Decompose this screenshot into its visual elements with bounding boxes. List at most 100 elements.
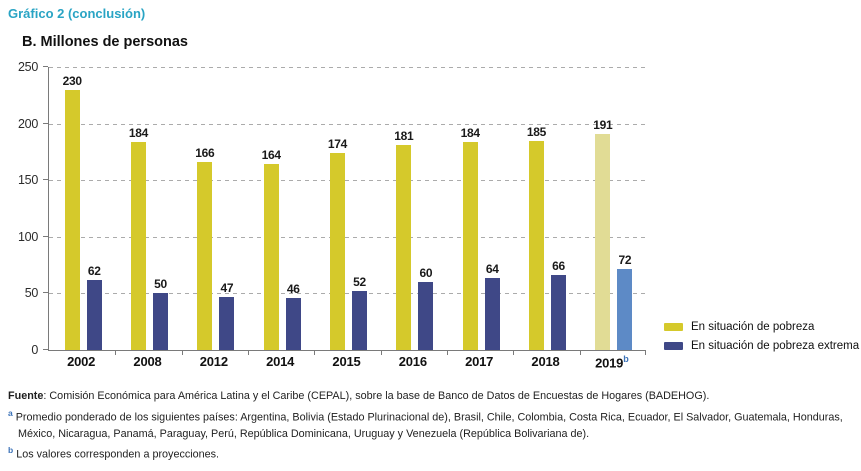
bar-column: 46 <box>285 281 301 350</box>
x-axis-tick-label: 2016 <box>398 354 427 369</box>
y-axis-tick-label: 50 <box>24 286 39 301</box>
panel-title: B. Millones de personas <box>22 34 188 50</box>
y-axis-tick <box>43 179 48 181</box>
x-axis-tick-label: 2014 <box>266 354 295 369</box>
bar-value-label: 184 <box>460 125 480 140</box>
bar-group: 184 64 <box>447 67 513 350</box>
bar-column: 66 <box>551 259 567 350</box>
bar <box>418 282 434 350</box>
bar-column: 191 <box>593 118 613 350</box>
source-label: Fuente <box>8 390 44 402</box>
source-note: Fuente: Comisión Económica para América … <box>8 388 853 405</box>
bar <box>263 164 279 350</box>
plot-area: 230 62 184 50 166 47 164 46 174 52 181 60 184 64 185 66… <box>43 66 647 355</box>
y-axis-tick <box>43 122 48 124</box>
bar-value-label: 164 <box>261 148 281 163</box>
x-axis-labels: 2002 2008 2012 2014 2015 2016 2017 2018 2019b <box>48 354 645 372</box>
y-axis-tick-label: 0 <box>31 343 38 357</box>
bar-column: 50 <box>153 277 169 350</box>
bar <box>595 133 611 350</box>
bar-group: 164 46 <box>248 67 314 350</box>
gridline <box>49 67 647 68</box>
x-axis-tick-label: 2015 <box>332 354 361 369</box>
y-axis-tick <box>43 292 48 294</box>
bar-group: 191 72 <box>580 67 646 350</box>
bar <box>153 293 169 350</box>
y-axis-labels: 0 50 100 150 200 250 <box>0 60 44 357</box>
bar-group: 166 47 <box>182 67 248 350</box>
bar-group: 184 50 <box>115 67 181 350</box>
bar-column: 174 <box>328 137 347 350</box>
x-axis-tick <box>248 351 249 355</box>
bar-value-label: 230 <box>62 73 82 88</box>
y-axis-tick <box>43 349 48 350</box>
y-axis-tick-label: 150 <box>18 173 38 188</box>
bar-value-label: 184 <box>128 125 149 140</box>
x-axis-tick-label: 2019b <box>595 354 629 371</box>
legend-swatch-pobreza <box>664 323 683 331</box>
legend-swatch-pobreza-extrema <box>664 342 683 350</box>
bar-value-label: 66 <box>552 259 565 274</box>
bar <box>64 89 80 350</box>
bar-column: 166 <box>195 146 215 350</box>
bar-group: 174 52 <box>314 67 380 350</box>
gridline <box>49 123 647 125</box>
x-axis-tick <box>645 351 646 355</box>
bar <box>528 140 544 350</box>
y-axis-tick <box>43 235 48 237</box>
x-axis-tick <box>447 351 448 355</box>
gridline <box>49 236 647 238</box>
y-axis-tick <box>43 66 48 67</box>
bar-column: 62 <box>86 263 102 350</box>
bar-column: 47 <box>219 280 235 350</box>
x-axis-tick <box>513 351 515 355</box>
footnote-b-text: Los valores corresponden a proyecciones. <box>16 448 220 461</box>
bar <box>219 296 235 350</box>
bar <box>329 153 345 350</box>
bar-value-label: 46 <box>286 281 300 296</box>
bar-column: 52 <box>352 275 368 350</box>
source-text: : Comisión Económica para América Latina… <box>43 390 710 402</box>
bar-value-label: 166 <box>195 146 215 161</box>
bar <box>352 291 368 350</box>
footnotes: Fuente: Comisión Económica para América … <box>8 388 853 463</box>
footnote-a-marker: a <box>8 407 13 418</box>
footnote-a: a Promedio ponderado de los siguientes p… <box>8 405 853 443</box>
bar-column: 230 <box>63 74 82 350</box>
bar <box>617 268 633 350</box>
bar-value-label: 181 <box>394 129 414 144</box>
bar-column: 184 <box>129 126 148 350</box>
bar <box>551 275 567 350</box>
legend-label: En situación de pobreza <box>691 321 815 333</box>
x-axis-tick-label: 2002 <box>67 354 96 369</box>
legend-label: En situación de pobreza extrema <box>691 340 860 352</box>
bar <box>130 141 146 350</box>
bar-value-label: 185 <box>526 124 547 139</box>
y-axis-tick-label: 250 <box>18 60 38 74</box>
bar-value-label: 60 <box>419 266 433 281</box>
footnote-a-text: Promedio ponderado de los siguientes paí… <box>15 411 843 440</box>
bar-group: 185 66 <box>513 67 579 350</box>
x-axis-tick <box>115 351 117 355</box>
figure-kicker: Gráfico 2 (conclusión) <box>8 6 146 21</box>
bar-column: 181 <box>394 129 414 350</box>
bar-value-label: 62 <box>87 263 101 278</box>
bar-value-label: 50 <box>154 277 167 292</box>
x-axis-tick-label: 2012 <box>199 354 228 369</box>
bar <box>86 279 102 350</box>
bar-value-label: 72 <box>618 252 632 267</box>
x-axis-tick <box>380 351 382 355</box>
bar-column: 164 <box>262 148 281 350</box>
bar-column: 184 <box>461 126 480 350</box>
bar <box>285 297 301 350</box>
projection-superscript: b <box>623 354 629 364</box>
bar-column: 60 <box>418 266 434 350</box>
bar-value-label: 64 <box>485 261 499 276</box>
legend-item-pobreza-extrema: En situación de pobreza extrema <box>664 340 859 352</box>
bar-column: 72 <box>617 252 633 350</box>
legend: En situación de pobreza En situación de … <box>664 321 859 359</box>
x-axis-tick-label: 2008 <box>133 354 162 369</box>
bar-column: 185 <box>527 125 546 350</box>
bar-value-label: 47 <box>220 280 234 295</box>
